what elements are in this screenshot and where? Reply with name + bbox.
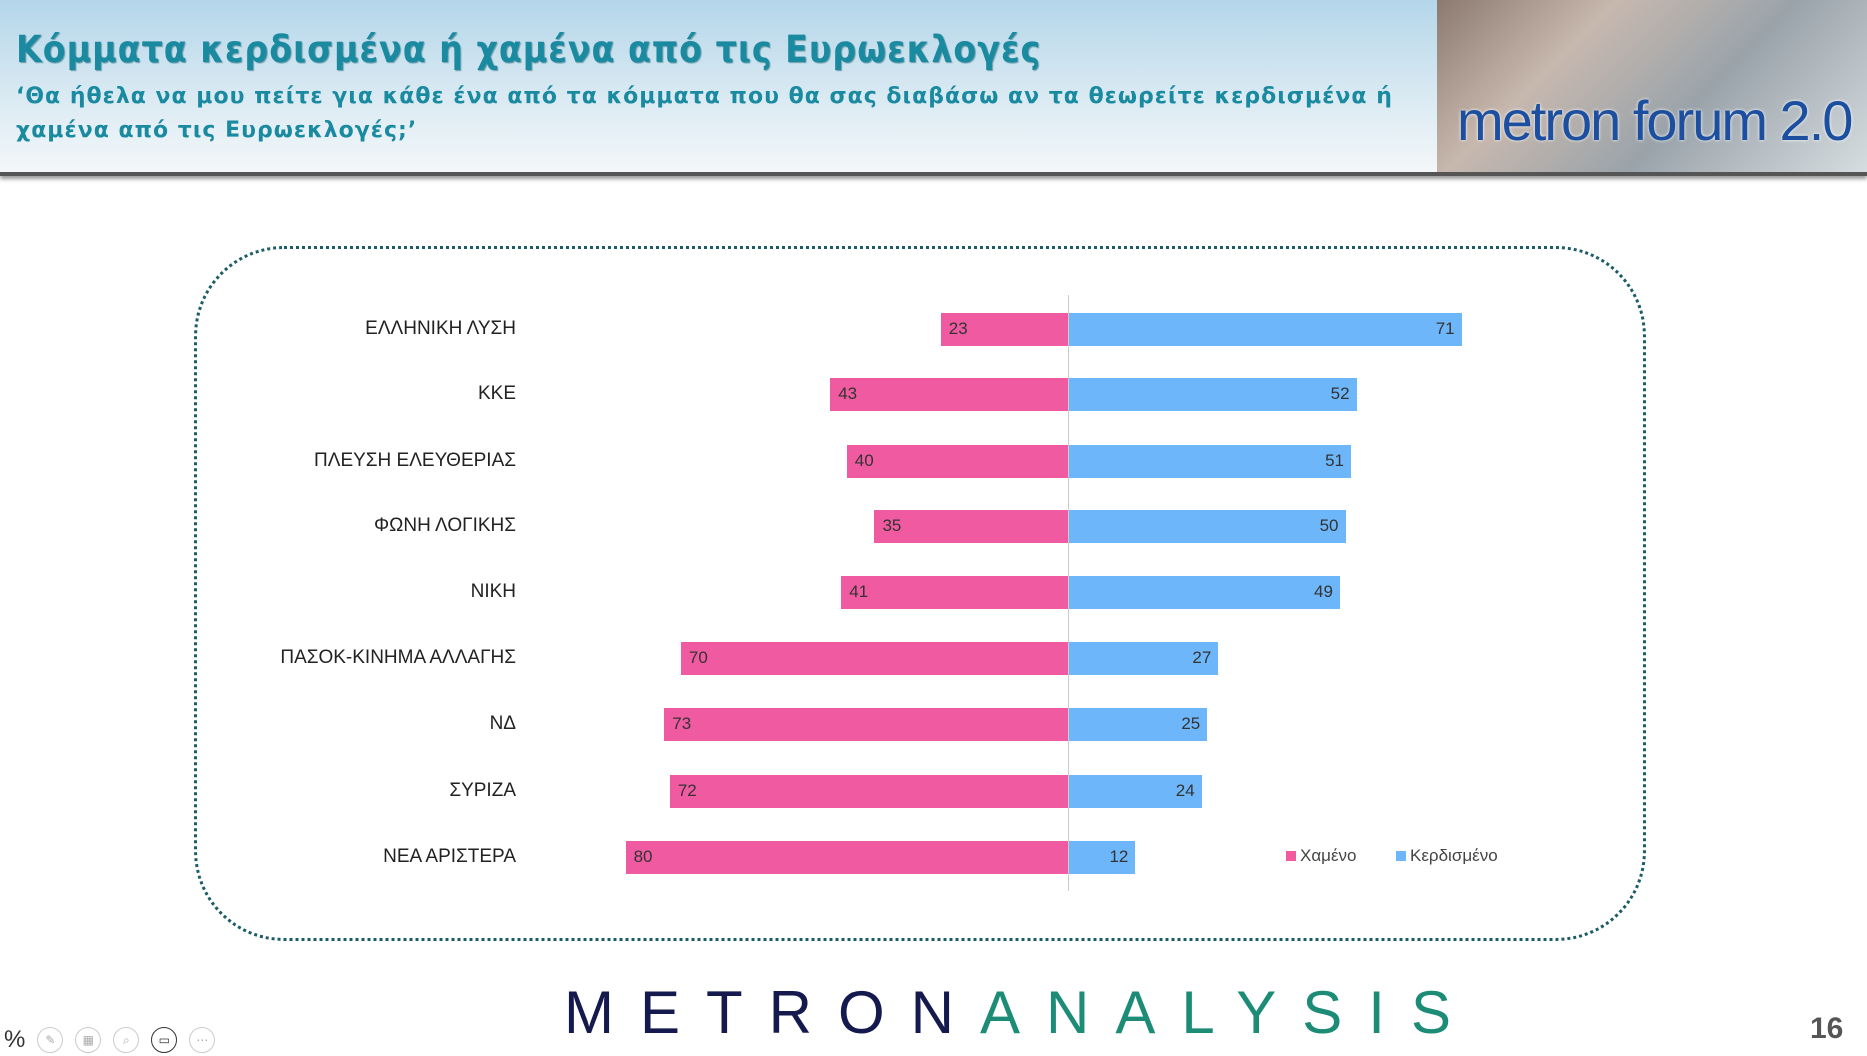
legend-item-lost: Χαμένο [1286,846,1357,866]
bar-lost [669,775,1068,808]
bar-lost [830,378,1068,411]
page-number: 16 [1810,1012,1844,1045]
bar-lost [846,445,1068,478]
category-label: ΠΛΕΥΣΗ ΕΛΕΥΘΕΡΙΑΣ [314,450,516,471]
data-label: 51 [1325,451,1345,470]
legend-swatch [1396,851,1406,861]
legend-swatch [1286,851,1296,861]
zoom-icon[interactable]: ⌕ [113,1027,140,1053]
metron-analysis-logo: METRONANALYSIS [564,978,1477,1047]
more-icon[interactable]: ⋯ [189,1027,216,1053]
bar-lost [664,708,1068,741]
bar-lost [940,313,1068,346]
bar-won [1069,378,1357,411]
chart-frame [194,246,1646,941]
data-label: 80 [633,847,653,866]
category-label: ΦΩΝΗ ΛΟΓΙΚΗΣ [374,515,516,536]
bar-won [1069,576,1340,609]
bar-won [1069,510,1346,543]
metron-forum-logo: metron forum 2.0 [1437,0,1867,172]
logo-text: metron forum 2.0 [1457,89,1853,152]
data-label: 52 [1330,384,1350,403]
pen-icon[interactable]: ✎ [37,1027,64,1053]
data-label: 73 [672,714,692,733]
percent-icon[interactable]: % [4,1026,26,1053]
bar-lost [874,510,1068,543]
category-label: ΕΛΛΗΝΙΚΗ ΛΥΣΗ [365,318,516,339]
data-label: 70 [688,648,708,667]
legend-label: Χαμένο [1300,846,1357,865]
page-title: Κόμματα κερδισμένα ή χαμένα από τις Ευρω… [16,28,1042,71]
legend-label: Κερδισμένο [1410,846,1498,865]
bar-won [1069,642,1219,675]
bar-won [1069,775,1202,808]
brand-part1: METRON [564,979,980,1046]
data-label: 27 [1192,648,1212,667]
chart-axis [1068,295,1069,891]
bar-won [1069,445,1352,478]
bar-lost [680,642,1068,675]
data-label: 23 [948,319,968,338]
data-label: 24 [1175,781,1195,800]
category-label: ΠΑΣΟΚ-ΚΙΝΗΜΑ ΑΛΛΑΓΗΣ [280,647,516,668]
bar-lost [841,576,1068,609]
data-label: 41 [849,582,869,601]
category-label: ΣΥΡΙΖΑ [449,780,516,801]
data-label: 40 [854,451,874,470]
category-label: ΝΔ [489,713,516,734]
brand-part2: ANALYSIS [979,979,1477,1046]
slideshow-toolbar: % ✎ ▦ ⌕ ▭ ⋯ [4,1026,216,1054]
data-label: 12 [1109,847,1129,866]
category-label: ΝΕΑ ΑΡΙΣΤΕΡΑ [383,846,516,867]
data-label: 71 [1435,319,1455,338]
bar-won [1069,708,1208,741]
data-label: 49 [1314,582,1333,601]
data-label: 43 [838,384,858,403]
slides-icon[interactable]: ▦ [75,1027,102,1053]
header: Κόμματα κερδισμένα ή χαμένα από τις Ευρω… [0,0,1867,176]
category-label: ΚΚΕ [477,383,516,404]
bar-won [1069,841,1136,874]
data-label: 50 [1319,516,1339,535]
bar-lost [625,841,1068,874]
legend-item-won: Κερδισμένο [1396,846,1498,866]
page-subtitle: ‘Θα ήθελα να μου πείτε για κάθε ένα από … [16,84,1393,143]
camera-icon[interactable]: ▭ [151,1027,178,1053]
data-label: 35 [882,516,902,535]
data-label: 25 [1181,714,1201,733]
bar-won [1069,313,1462,346]
data-label: 72 [677,781,697,800]
category-label: ΝΙΚΗ [470,581,516,602]
